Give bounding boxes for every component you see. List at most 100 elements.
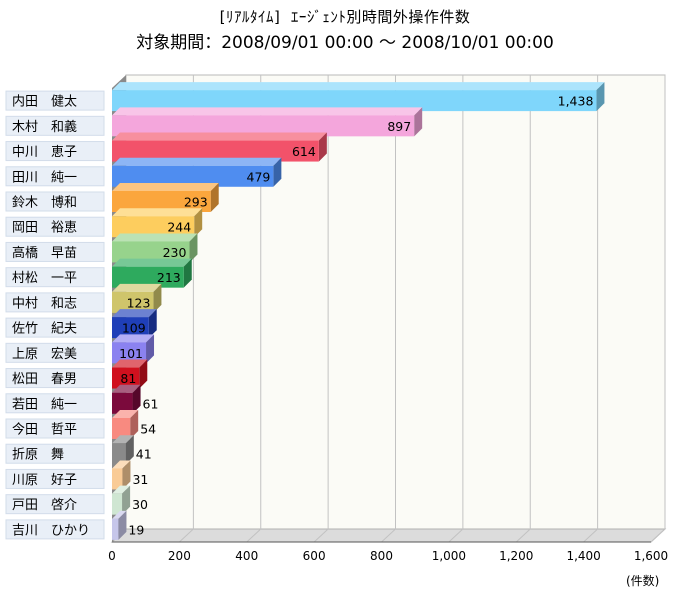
category-label-box — [5, 393, 105, 414]
gridline-floor — [515, 528, 531, 543]
bar-value-label: 41 — [136, 447, 152, 462]
category-label-box — [5, 216, 105, 237]
bar-top — [112, 460, 131, 469]
bar-value-label: 81 — [120, 371, 136, 386]
bar-top — [112, 107, 423, 116]
category-label: 今田 哲平 — [12, 422, 77, 438]
bar-side — [148, 309, 157, 339]
gridline-floor — [246, 528, 262, 543]
bar-value-label: 101 — [119, 346, 143, 361]
bar-side — [122, 485, 131, 515]
category-label-box — [5, 267, 105, 288]
category-label-box — [5, 90, 105, 111]
bar — [112, 468, 123, 490]
bar-side — [132, 384, 141, 414]
category-label-box — [5, 191, 105, 212]
bar — [112, 216, 195, 238]
gridline-floor — [650, 528, 666, 543]
category-label: 木村 和義 — [12, 119, 77, 135]
bar-side — [153, 283, 162, 313]
bar-top — [112, 410, 139, 418]
bar-side — [318, 132, 327, 162]
bar-side — [146, 334, 155, 364]
bar — [112, 241, 190, 263]
bar — [112, 90, 597, 112]
bar — [112, 291, 154, 313]
bar — [112, 418, 131, 439]
category-label-box — [5, 468, 105, 489]
category-label: 田川 純一 — [12, 170, 77, 185]
bar-top — [112, 359, 148, 368]
category-label-box — [5, 166, 105, 187]
category-label: 上原 宏美 — [12, 347, 77, 362]
category-label: 内田 健太 — [12, 94, 77, 110]
bar-value-label: 897 — [387, 119, 411, 134]
bar-top — [112, 309, 157, 318]
bar-top — [112, 157, 282, 166]
category-label-box — [5, 418, 105, 439]
bar-value-label: 213 — [157, 270, 181, 285]
x-tick-label: 800 — [370, 549, 393, 563]
category-label: 高橋 早苗 — [12, 245, 77, 261]
gridline-floor — [179, 528, 194, 543]
x-tick-label: 400 — [235, 549, 258, 563]
chart-subtitle: 対象期間：2008/09/01 00:00 ～ 2008/10/01 00:00 — [136, 33, 554, 53]
gridline-floor — [313, 528, 329, 543]
category-label-box — [5, 443, 105, 464]
bar-top — [112, 258, 192, 267]
bar-side — [122, 460, 131, 490]
bar-top — [112, 510, 127, 519]
bar-value-label: 30 — [132, 497, 148, 512]
x-tick-label: 0 — [108, 549, 116, 563]
bar-side — [596, 82, 605, 112]
bar — [112, 493, 123, 515]
bar-top — [112, 82, 605, 91]
x-tick-label: 1,400 — [566, 549, 600, 563]
bar-side — [125, 435, 134, 465]
bar — [112, 191, 211, 212]
bar — [112, 342, 147, 364]
bar-side — [414, 107, 423, 137]
category-label-box — [5, 141, 105, 162]
bar-top — [112, 208, 203, 217]
bar-top — [112, 485, 131, 494]
bar-value-label: 123 — [127, 295, 151, 310]
x-tick-label: 1,000 — [432, 549, 466, 563]
bar-value-label: 244 — [167, 220, 191, 235]
bar — [112, 317, 149, 339]
bar-top — [112, 183, 219, 191]
gridline-floor — [448, 528, 464, 543]
bar — [112, 165, 274, 187]
category-label: 鈴木 博和 — [12, 196, 77, 211]
category-label-box — [5, 317, 105, 338]
x-tick-label: 1,200 — [499, 549, 533, 563]
bar-top — [112, 233, 198, 242]
bar-value-label: 54 — [140, 422, 156, 437]
category-label-box — [5, 292, 105, 313]
bar-value-label: 293 — [184, 195, 208, 210]
category-label: 松田 春男 — [12, 372, 77, 387]
bar-value-label: 109 — [122, 321, 146, 336]
category-label-box — [5, 115, 105, 136]
bar-value-label: 31 — [132, 472, 148, 487]
category-label: 戸田 啓介 — [12, 498, 77, 513]
category-label: 村松 一平 — [12, 271, 77, 286]
bar-side — [139, 359, 148, 389]
bar — [112, 443, 126, 465]
bar — [112, 518, 119, 540]
bar-side — [189, 233, 198, 263]
bar-side — [210, 183, 219, 212]
gridline-floor — [381, 528, 396, 543]
bar-side — [183, 258, 192, 288]
bar-value-label: 61 — [143, 396, 159, 411]
bar-side — [194, 208, 203, 238]
bar-value-label: 479 — [247, 169, 271, 184]
category-label: 吉川 ひかり — [12, 523, 90, 538]
bar — [112, 266, 184, 288]
category-label-box — [5, 342, 105, 363]
bar-top — [112, 435, 134, 444]
chart-title: [ﾘｱﾙﾀｲﾑ] ｴｰｼﾞｪﾝﾄ別時間外操作件数 — [219, 8, 471, 26]
bar-side — [273, 157, 282, 187]
bar-top — [112, 283, 162, 292]
